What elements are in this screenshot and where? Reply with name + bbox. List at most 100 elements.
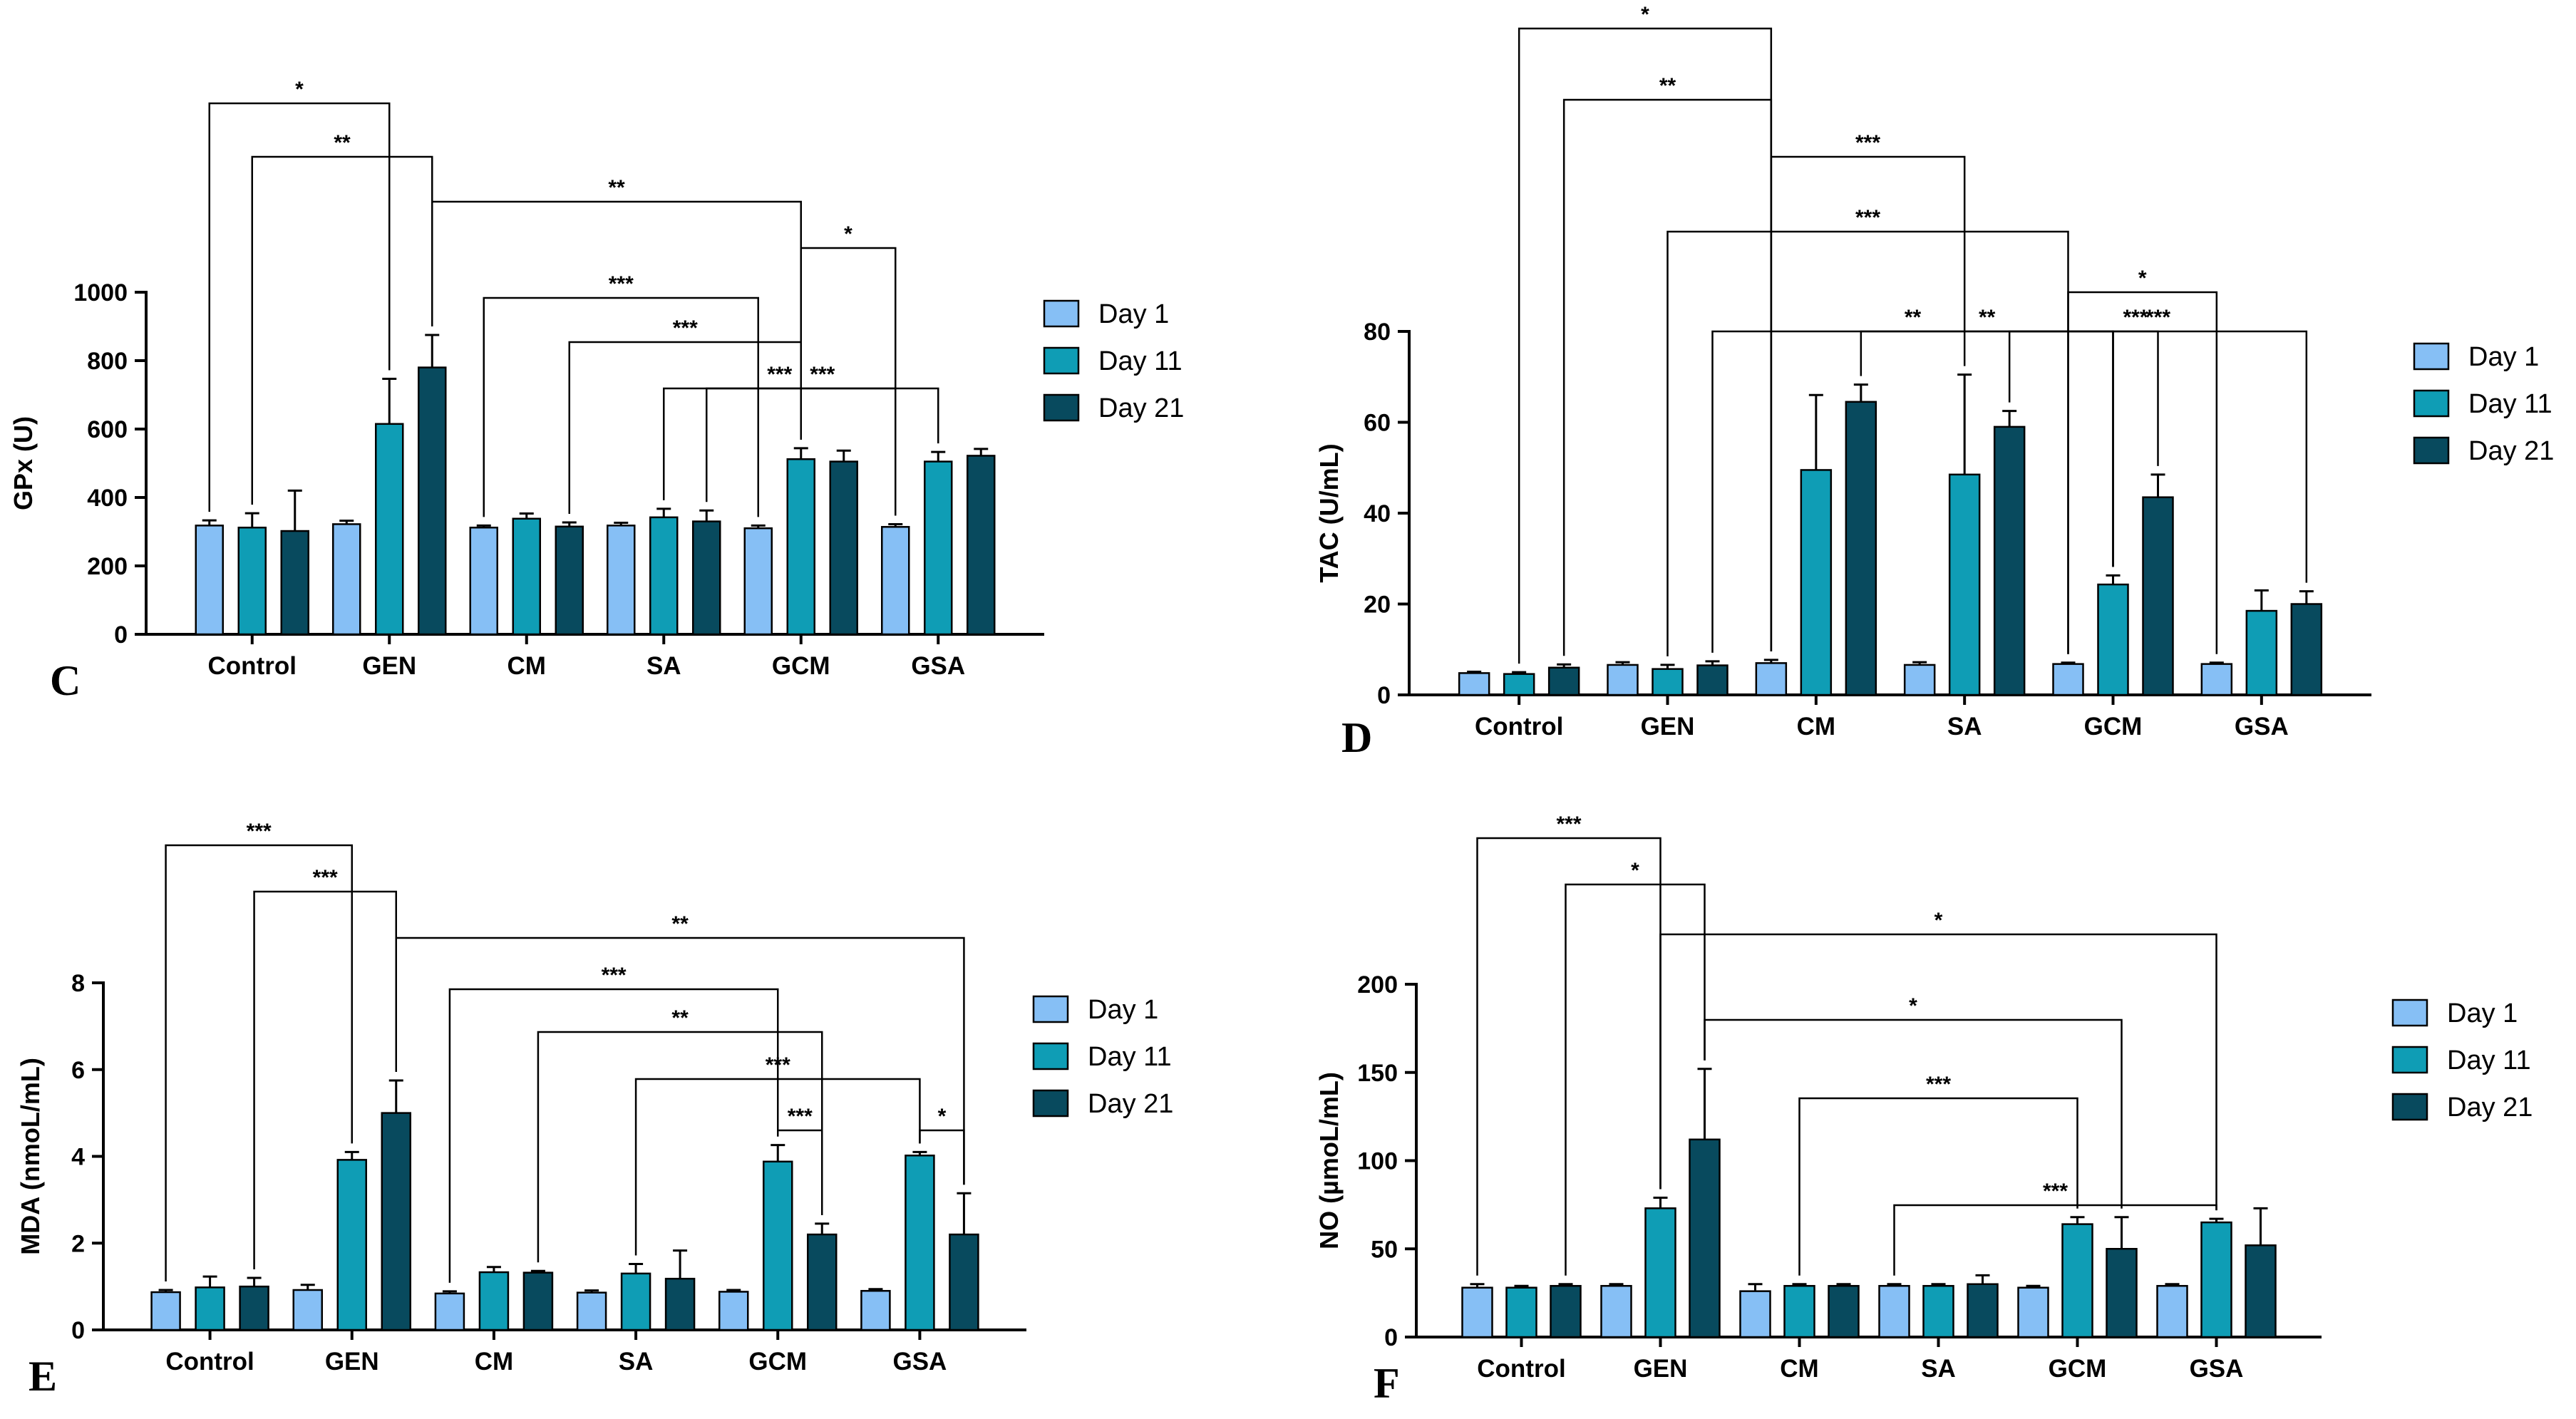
bar	[924, 460, 953, 636]
legend-swatch	[1032, 995, 1069, 1023]
bar	[1696, 664, 1729, 696]
bar	[2245, 609, 2278, 696]
significance-label: ***	[1556, 812, 1581, 836]
significance-bracket	[165, 844, 353, 1281]
significance-label: ***	[767, 363, 792, 386]
x-category-label: Control	[1475, 713, 1563, 741]
significance-bracket	[537, 1031, 823, 1263]
bar	[375, 423, 404, 636]
legend-swatch	[1043, 299, 1080, 328]
legend-swatch	[2413, 389, 2450, 418]
legend-swatch	[2391, 999, 2428, 1027]
bar	[1828, 1284, 1860, 1338]
y-tick-label: 0	[71, 1317, 85, 1344]
bar	[150, 1291, 181, 1331]
panel-letter: F	[1374, 1360, 1400, 1407]
significance-label: *	[295, 78, 304, 101]
bar	[434, 1292, 465, 1331]
legend-label: Day 21	[2447, 1093, 2533, 1123]
bar	[607, 525, 636, 636]
bar	[418, 366, 447, 636]
legend-label: Day 11	[2447, 1046, 2531, 1075]
significance-label: **	[671, 912, 689, 936]
bar	[1922, 1284, 1954, 1338]
significance-label: *	[1934, 909, 1943, 932]
significance-bracket	[634, 1078, 921, 1256]
legend-label: Day 11	[1088, 1042, 1172, 1072]
significance-bracket	[1711, 330, 2114, 653]
panel-letter: E	[29, 1353, 57, 1400]
legend-swatch	[1043, 393, 1080, 422]
y-tick-label: 6	[71, 1057, 85, 1084]
bar	[478, 1271, 510, 1331]
x-category-label: SA	[1947, 713, 1982, 741]
bar	[1845, 401, 1877, 696]
significance-bracket	[208, 102, 391, 512]
y-tick-label: 200	[1357, 971, 1398, 999]
significance-label: **	[608, 176, 625, 200]
y-tick-label: 60	[1364, 410, 1391, 437]
chart-c-svg: 0 200 400 600 800 1000 GPx (U) Control GEN CM SA GC…	[9, 78, 1184, 704]
x-category-label: Control	[208, 652, 297, 680]
y-tick-label: 0	[114, 621, 128, 649]
chart-d-svg: 0 20 40 60 80 TAC (U/mL) Control GEN CM SA GCM GSA *…	[1314, 3, 2554, 761]
bar	[763, 1160, 793, 1331]
significance-label: ***	[313, 866, 338, 889]
significance-label: ***	[1926, 1073, 1951, 1096]
y-tick-label: 600	[87, 416, 128, 443]
significance-bracket	[568, 341, 802, 515]
bar	[1458, 672, 1490, 696]
significance-label: **	[1905, 306, 1922, 329]
significance-bracket	[2067, 291, 2218, 654]
x-category-label: GCM	[2049, 1355, 2107, 1383]
x-category-label: GEN	[1634, 1355, 1688, 1383]
significance-label: **	[1659, 74, 1676, 98]
significance-label: ***	[602, 964, 627, 987]
significance-bracket	[663, 387, 897, 516]
x-category-label: Control	[1477, 1355, 1565, 1383]
significance-bracket	[395, 936, 965, 1185]
y-tick-label: 400	[87, 485, 128, 512]
legend-label: Day 21	[2468, 436, 2554, 466]
bar	[860, 1289, 891, 1331]
y-tick-label: 1000	[73, 279, 128, 306]
significance-label: **	[671, 1006, 689, 1030]
bar	[239, 1285, 269, 1331]
significance-label: *	[2138, 267, 2147, 290]
significance-label: *	[1641, 3, 1649, 26]
y-tick-label: 150	[1357, 1060, 1398, 1087]
significance-bracket	[1798, 1097, 2078, 1276]
y-tick-label: 100	[1357, 1148, 1398, 1175]
bar	[1878, 1284, 1910, 1338]
y-axis-label: GPx (U)	[9, 416, 38, 510]
significance-bracket	[431, 200, 802, 440]
bar	[1505, 1286, 1537, 1338]
x-category-label: GSA	[911, 652, 965, 680]
bar	[2156, 1284, 2188, 1338]
bar	[807, 1233, 838, 1331]
panel-letter: C	[50, 657, 81, 704]
bar	[1607, 664, 1639, 696]
bar	[649, 516, 679, 636]
significance-label: *	[844, 222, 852, 246]
significance-bracket	[1476, 837, 1661, 1276]
bar	[237, 526, 267, 636]
significance-bracket	[1893, 1204, 2217, 1276]
legend-label: Day 1	[1098, 299, 1169, 329]
y-tick-label: 200	[87, 553, 128, 580]
bar	[522, 1271, 554, 1331]
significance-bracket	[483, 296, 759, 517]
bar	[1783, 1284, 1815, 1338]
legend-label: Day 1	[1088, 995, 1158, 1025]
significance-label: ***	[2123, 306, 2148, 329]
panel-c: 0 200 400 600 800 1000 GPx (U) Control GEN CM SA GC…	[0, 0, 1288, 710]
significance-bracket	[1659, 933, 2217, 1211]
x-category-label: GEN	[362, 652, 416, 680]
significance-bracket	[919, 1129, 965, 1185]
y-tick-label: 4	[71, 1144, 85, 1171]
bar	[1644, 1207, 1676, 1338]
significance-bracket	[1770, 155, 1966, 651]
x-category-label: GEN	[325, 1348, 379, 1376]
legend-label: Day 21	[1098, 393, 1184, 423]
